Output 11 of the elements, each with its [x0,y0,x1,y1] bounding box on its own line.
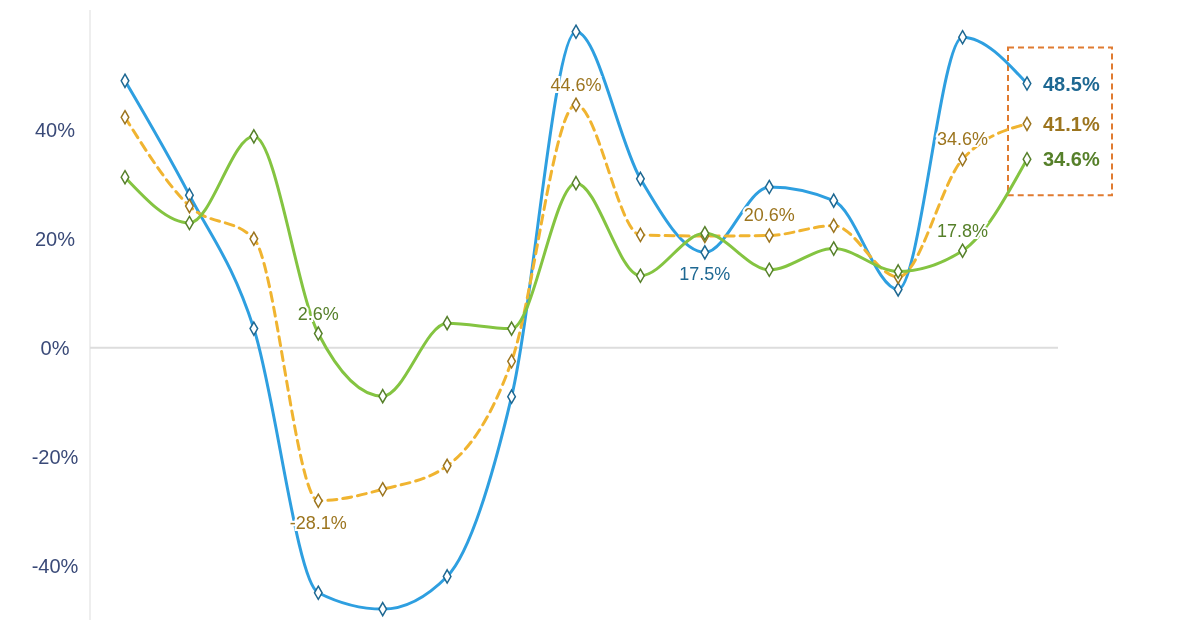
data-label: 41.1% [1043,112,1100,135]
data-label: 48.5% [1043,72,1100,95]
data-label: 17.5% [679,264,731,285]
y-tick-label: 0% [40,336,70,359]
data-label: 20.6% [743,205,795,226]
y-tick-label: -20% [31,445,79,468]
data-label: 34.6% [1043,148,1100,171]
y-tick-label: -40% [31,554,79,577]
y-tick-label: 20% [34,227,76,250]
data-label: 34.6% [937,129,989,150]
y-tick-label: 40% [34,118,76,141]
